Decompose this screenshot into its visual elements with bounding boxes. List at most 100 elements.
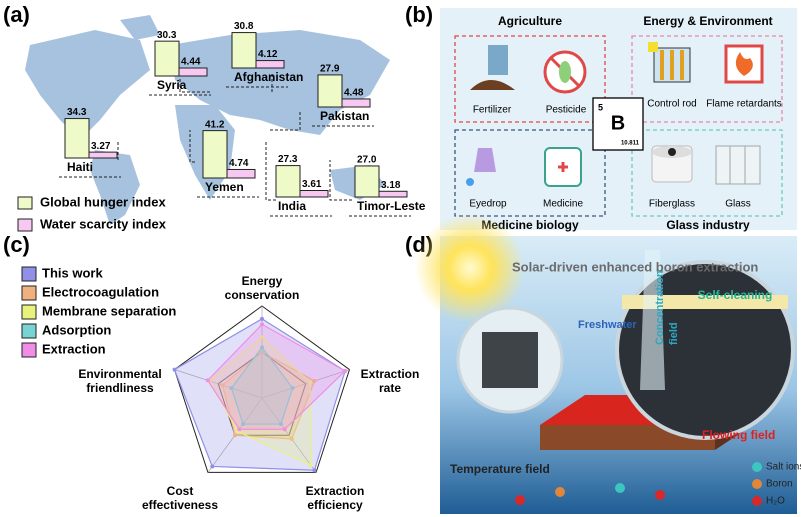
- item-label: Fertilizer: [473, 105, 512, 116]
- value-label: 4.12: [258, 49, 278, 60]
- legend-swatch: [21, 342, 37, 358]
- value-label: 27.9: [320, 64, 340, 75]
- radar-area: [221, 351, 316, 440]
- legend-label: Global hunger index: [40, 194, 166, 209]
- category-label: India: [278, 199, 306, 213]
- annotation: Temperature field: [450, 462, 550, 476]
- radar-point: [312, 468, 317, 473]
- radar-point: [312, 378, 317, 383]
- bar: [64, 118, 90, 159]
- radar-point: [343, 368, 348, 373]
- axis-label: Environmental: [78, 367, 161, 381]
- radar-point: [260, 335, 264, 340]
- radar-point: [278, 422, 283, 427]
- radar-spoke: [174, 369, 263, 399]
- leaders: [117, 72, 352, 201]
- icons: [466, 42, 764, 187]
- item-label: Eyedrop: [469, 199, 507, 210]
- element-box: [592, 97, 644, 151]
- bar: [378, 190, 408, 198]
- bar: [275, 165, 301, 198]
- value-label: 30.3: [157, 30, 177, 41]
- radar-point: [241, 422, 246, 427]
- value-label: 4.48: [344, 88, 364, 99]
- radar-ring: [217, 351, 307, 436]
- category-label: Haiti: [67, 160, 93, 174]
- group-title: Energy & Environment: [643, 14, 772, 28]
- category-label: Syria: [157, 78, 187, 92]
- category-label: Timor-Leste: [357, 199, 426, 213]
- radar-point: [260, 316, 264, 321]
- value-label: 41.2: [205, 119, 225, 130]
- radar-point: [229, 386, 234, 391]
- radar-point: [237, 427, 242, 432]
- item-label: Pesticide: [546, 105, 587, 116]
- axis-label: conservation: [225, 288, 300, 302]
- radar-area: [173, 318, 346, 471]
- group-title: Glass industry: [666, 218, 750, 232]
- annotation: Freshwater: [578, 319, 637, 331]
- radar-point: [289, 436, 294, 441]
- legend-swatch: [21, 323, 37, 339]
- bar: [317, 74, 343, 108]
- axis-label: Extraction: [306, 484, 365, 498]
- radar-spoke: [261, 397, 317, 473]
- radar-point: [232, 433, 237, 438]
- legend-label: Membrane separation: [42, 303, 176, 318]
- sun: [415, 213, 525, 323]
- radar-point: [205, 378, 210, 383]
- axis-label: effectiveness: [142, 498, 218, 512]
- legend-label: H₂O: [766, 496, 785, 507]
- panel-label: (c): [3, 232, 30, 257]
- item-label: Glass: [725, 199, 751, 210]
- axis-label: Cost: [167, 484, 194, 498]
- group-boxes: [454, 35, 783, 217]
- radar-point: [260, 322, 264, 327]
- atomic-number: 5: [598, 102, 603, 112]
- value-label: 34.3: [67, 107, 87, 118]
- panel-label: (b): [405, 2, 433, 27]
- atomic-mass: 10.811: [621, 141, 640, 147]
- annotation: Concentration: [654, 270, 666, 345]
- bar: [231, 32, 257, 69]
- value-label: 4.44: [181, 57, 201, 68]
- axis-label: efficiency: [307, 498, 363, 512]
- bar: [154, 40, 180, 77]
- axis-label: Extraction: [361, 367, 420, 381]
- legend-label: This work: [42, 265, 103, 280]
- schematic-title: Solar-driven enhanced boron extraction: [512, 259, 758, 274]
- radar-ring: [173, 305, 351, 473]
- value-label: 3.27: [91, 141, 111, 152]
- radar-area: [206, 323, 347, 430]
- legend-label: Extraction: [42, 341, 106, 356]
- radar-spoke: [261, 369, 350, 399]
- axis-label: Energy: [242, 274, 283, 288]
- item-label: Fiberglass: [649, 199, 695, 210]
- bar: [255, 60, 285, 69]
- bar: [354, 165, 380, 198]
- radar-area: [230, 346, 294, 425]
- bar: [226, 168, 256, 179]
- legend-label: Water scarcity index: [40, 216, 167, 231]
- radar-point: [210, 464, 215, 469]
- element-symbol: B: [611, 112, 625, 134]
- item-label: Control rod: [647, 99, 696, 110]
- legend-swatch: [21, 285, 37, 301]
- particles: [515, 462, 762, 506]
- panel-label: (a): [3, 2, 30, 27]
- value-label: 4.74: [229, 158, 249, 169]
- value-label: 27.0: [357, 155, 377, 166]
- group-title: Agriculture: [498, 14, 562, 28]
- radar-point: [172, 367, 177, 372]
- value-label: 27.3: [278, 154, 298, 165]
- legend-swatch: [17, 196, 33, 210]
- radar-area: [208, 336, 312, 466]
- radar-point: [290, 386, 295, 391]
- legend-label: Adsorption: [42, 322, 111, 337]
- legend-label: Boron: [766, 479, 793, 490]
- radar-point: [260, 350, 264, 354]
- legend-swatch: [17, 218, 33, 232]
- value-label: 3.61: [302, 179, 322, 190]
- bar: [178, 67, 208, 77]
